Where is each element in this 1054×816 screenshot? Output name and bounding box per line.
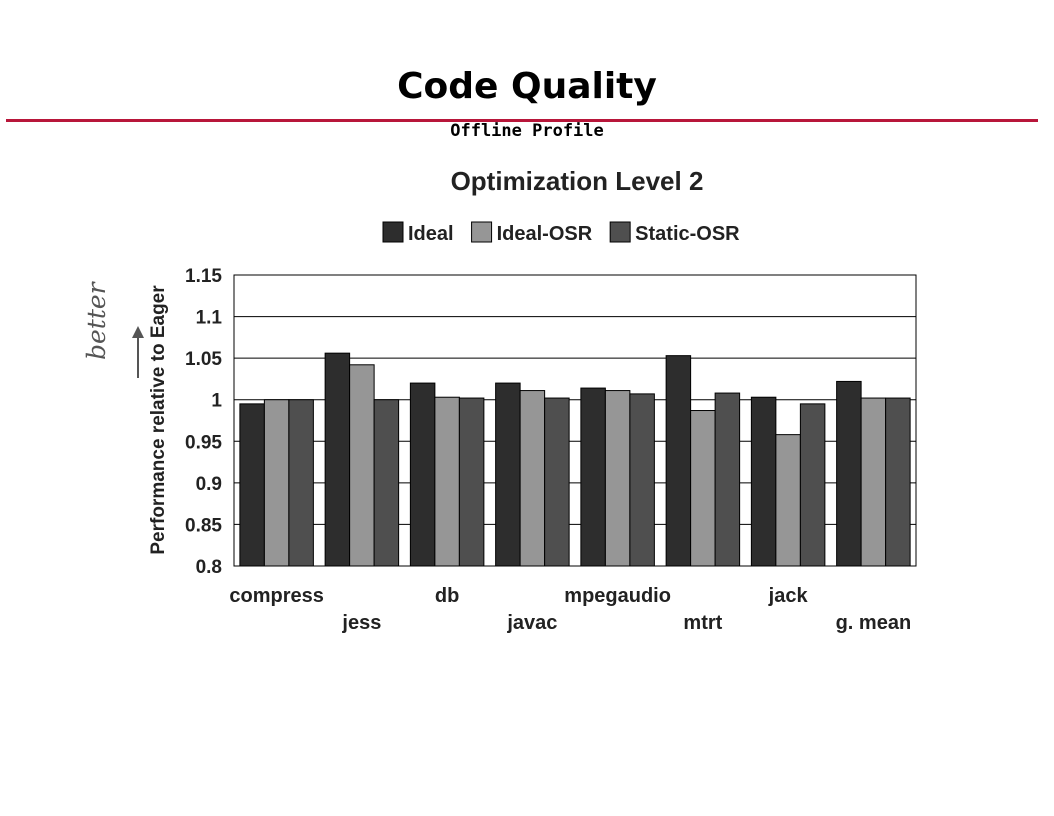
legend-swatch xyxy=(471,221,493,243)
y-tick-label: 0.85 xyxy=(185,515,222,536)
x-tick-label: g. mean xyxy=(836,612,912,634)
legend-swatch xyxy=(609,221,631,243)
title-rule xyxy=(6,119,1038,122)
axes: 0.8 0.85 0.9 0.95 1 1.05 1.1 1.15 compress jess db… xyxy=(185,266,917,634)
x-tick-label: compress xyxy=(229,585,324,607)
y-tick-label: 1.05 xyxy=(185,349,222,370)
bar-ideal-osr-mtrt xyxy=(690,410,716,567)
bar-ideal-g-mean xyxy=(836,380,862,567)
bar-ideal-osr-javac xyxy=(519,390,546,567)
y-axis-label: Performance relative to Eager xyxy=(148,285,169,555)
legend-label: Ideal-OSR xyxy=(497,223,593,245)
bar-static-osr-jack xyxy=(799,403,826,567)
legend-label: Ideal xyxy=(408,223,454,245)
x-tick-label: mpegaudio xyxy=(564,585,671,607)
bar-ideal-compress xyxy=(239,403,265,567)
y-tick-label: 0.95 xyxy=(185,432,222,453)
bar-ideal-jack xyxy=(750,396,777,567)
y-tick-label: 0.9 xyxy=(196,474,222,495)
bar-ideal-osr-g-mean xyxy=(860,397,887,567)
y-tick-label: 1 xyxy=(211,391,222,412)
bars xyxy=(239,352,911,567)
x-tick-label: javac xyxy=(506,612,557,634)
bar-ideal-javac xyxy=(495,382,521,567)
chart-title: Optimization Level 2 xyxy=(451,166,704,196)
bar-static-osr-mtrt xyxy=(714,392,741,567)
bar-ideal-jess xyxy=(324,352,351,567)
y-tick-label: 1.1 xyxy=(196,308,223,329)
bar-static-osr-compress xyxy=(288,399,314,567)
x-tick-label: jess xyxy=(341,612,381,634)
legend: Ideal Ideal-OSR Static-OSR xyxy=(382,221,740,245)
bar-static-osr-javac xyxy=(544,397,570,567)
x-tick-label: jack xyxy=(768,585,809,607)
bar-ideal-mtrt xyxy=(665,355,692,567)
legend-swatch xyxy=(382,221,404,243)
plot-frame xyxy=(233,274,917,567)
bar-ideal-osr-db xyxy=(434,396,460,567)
better-arrow xyxy=(132,326,144,378)
y-tick-label: 1.15 xyxy=(185,266,222,287)
bar-ideal-db xyxy=(409,382,436,567)
bar-ideal-osr-jess xyxy=(349,364,375,567)
bar-static-osr-mpegaudio xyxy=(629,393,655,567)
slide-subtitle: Offline Profile xyxy=(450,121,604,141)
y-tick-label: 0.8 xyxy=(196,557,222,578)
better-annotation: better xyxy=(82,282,111,360)
bar-static-osr-db xyxy=(458,397,485,567)
bar-ideal-osr-compress xyxy=(263,399,290,567)
x-tick-label: db xyxy=(435,585,459,607)
bar-static-osr-g-mean xyxy=(885,397,911,567)
slide-title: Code Quality xyxy=(397,66,657,107)
x-tick-label: mtrt xyxy=(683,612,722,634)
bar-ideal-mpegaudio xyxy=(580,387,606,567)
bar-ideal-osr-mpegaudio xyxy=(604,390,631,567)
bar-static-osr-jess xyxy=(373,399,400,567)
bar-ideal-osr-jack xyxy=(775,434,801,567)
legend-label: Static-OSR xyxy=(635,223,740,245)
